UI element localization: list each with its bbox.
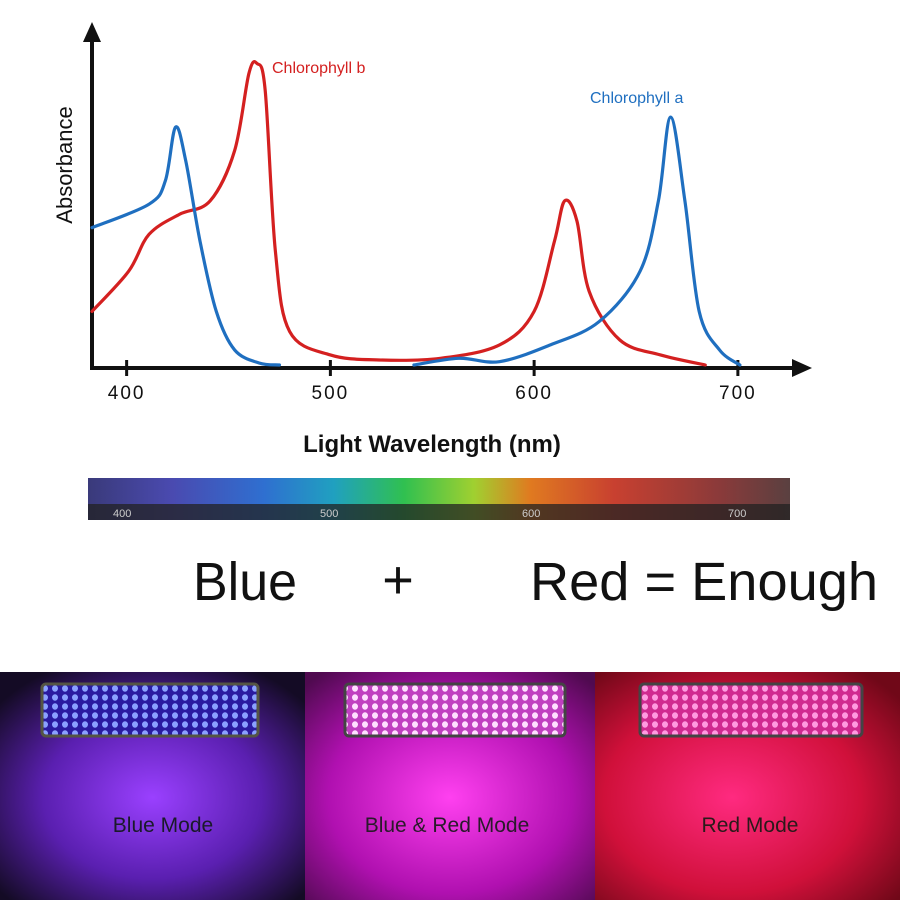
spectrum-scale [88,504,790,520]
y-axis-label: Absorbance [52,106,77,223]
lamp [638,682,864,738]
series-label: Chlorophyll b [272,60,365,77]
series-line [90,125,282,367]
y-arrow [83,22,101,42]
x-arrow [792,359,812,377]
x-tick-label: 600 [515,383,553,404]
series-line [90,60,707,367]
mode-label: Red Mode [702,814,799,837]
mode-label: Blue & Red Mode [365,814,530,837]
equation-result: Red = Enough [530,552,878,612]
x-tick-label: 400 [108,383,146,404]
spectrum-tick: 500 [320,508,338,520]
lamp [40,682,260,738]
lamp [343,682,567,738]
spectrum-tick: 700 [728,508,746,520]
equation-plus: + [382,550,414,610]
series-label: Chlorophyll a [590,90,683,107]
equation-blue: Blue [193,552,297,612]
series-line [412,115,742,367]
spectrum-tick: 400 [113,508,131,520]
x-tick-label: 500 [312,383,350,404]
spectrum-tick: 600 [522,508,540,520]
mode-label: Blue Mode [113,814,213,837]
x-tick-label: 700 [719,383,757,404]
x-axis-label: Light Wavelength (nm) [303,431,561,458]
